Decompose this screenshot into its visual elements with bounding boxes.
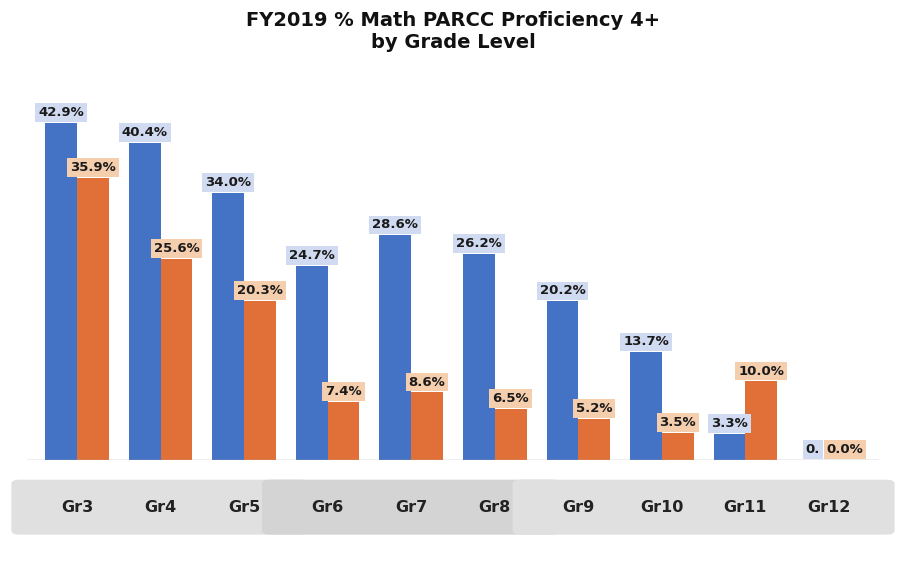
Text: 20.2%: 20.2% [540, 284, 586, 297]
Text: Gr4: Gr4 [144, 500, 177, 514]
Text: Gr9: Gr9 [562, 500, 595, 514]
Text: 42.9%: 42.9% [39, 106, 84, 119]
Text: 7.4%: 7.4% [326, 385, 361, 398]
Text: 0.: 0. [806, 443, 820, 456]
Text: 25.6%: 25.6% [153, 242, 199, 255]
Text: 28.6%: 28.6% [372, 218, 418, 232]
FancyBboxPatch shape [262, 480, 561, 535]
Text: 40.4%: 40.4% [122, 126, 168, 139]
Bar [411, 393, 443, 460]
Bar [161, 259, 192, 460]
Bar [546, 301, 579, 460]
Bar [45, 123, 77, 460]
Bar [463, 254, 495, 460]
FancyBboxPatch shape [512, 480, 894, 535]
Text: Gr12: Gr12 [807, 500, 850, 514]
Bar [662, 433, 693, 460]
Text: 3.5%: 3.5% [659, 416, 696, 429]
Text: 24.7%: 24.7% [289, 249, 335, 262]
Bar [630, 352, 662, 460]
FancyBboxPatch shape [12, 480, 309, 535]
Bar [327, 402, 360, 460]
Text: Gr8: Gr8 [479, 500, 511, 514]
Text: 35.9%: 35.9% [70, 161, 116, 174]
Text: 6.5%: 6.5% [492, 392, 529, 405]
Bar [129, 142, 161, 460]
Text: Gr6: Gr6 [311, 500, 344, 514]
Text: Gr11: Gr11 [724, 500, 767, 514]
Bar [379, 236, 411, 460]
Text: Gr7: Gr7 [395, 500, 427, 514]
Text: Gr10: Gr10 [640, 500, 684, 514]
Text: 20.3%: 20.3% [237, 284, 283, 297]
Text: 13.7%: 13.7% [623, 335, 669, 348]
Bar [495, 409, 527, 460]
Text: Gr3: Gr3 [61, 500, 93, 514]
Bar [213, 193, 244, 460]
Bar [244, 301, 276, 460]
Text: 0.0%: 0.0% [826, 443, 863, 456]
Text: 5.2%: 5.2% [576, 402, 613, 415]
Text: 10.0%: 10.0% [738, 365, 784, 378]
Text: 3.3%: 3.3% [711, 417, 748, 430]
Bar [579, 419, 610, 460]
Text: 26.2%: 26.2% [456, 237, 501, 250]
Text: 8.6%: 8.6% [409, 375, 446, 389]
Bar [714, 434, 745, 460]
Text: 34.0%: 34.0% [205, 176, 251, 189]
Bar [296, 266, 327, 460]
Bar [745, 381, 777, 460]
Text: Gr5: Gr5 [228, 500, 260, 514]
Bar [77, 178, 109, 460]
Title: FY2019 % Math PARCC Proficiency 4+
by Grade Level: FY2019 % Math PARCC Proficiency 4+ by Gr… [246, 11, 660, 52]
